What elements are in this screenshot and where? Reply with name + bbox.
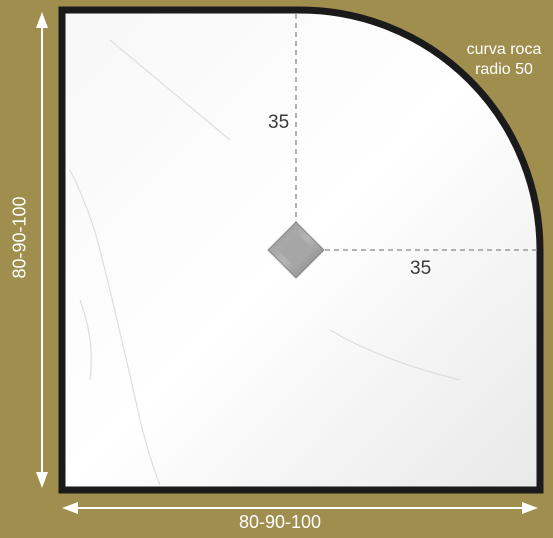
drain-offset-top-label: 35 (268, 112, 289, 134)
side-dimension-arrow (36, 12, 48, 488)
drain-offset-right-label: 35 (410, 258, 431, 280)
corner-radius-label: curva roca radio 50 (458, 40, 550, 80)
corner-label-line2: radio 50 (458, 60, 550, 80)
side-dimension-label: 80-90-100 (10, 219, 31, 279)
bottom-dimension-label: 80-90-100 (230, 512, 330, 533)
corner-label-line1: curva roca (458, 40, 550, 60)
